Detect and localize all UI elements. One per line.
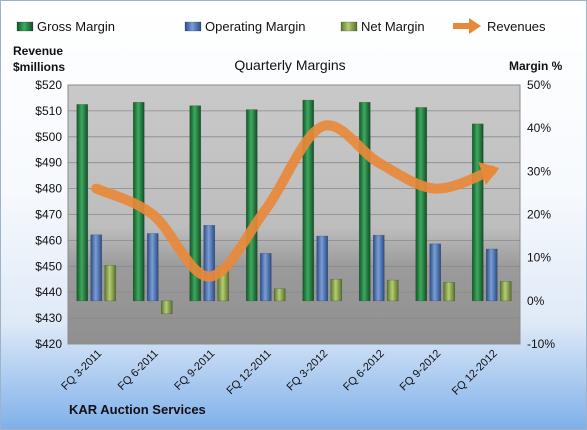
- x-tick-label: FQ 3-2012: [285, 348, 331, 394]
- y-left-tick-label: $420: [35, 337, 62, 351]
- y-left-axis-label-line1: Revenue: [13, 44, 63, 58]
- x-tick-label: FQ 6-2011: [116, 348, 161, 393]
- operating-margin-bar: [372, 234, 385, 302]
- legend-gross-margin-swatch: [16, 21, 34, 32]
- y-left-tick-label: $480: [35, 182, 62, 196]
- x-tick-label: FQ 12-2011: [224, 348, 273, 397]
- y-right-tick-label: 50%: [527, 78, 551, 92]
- y-right-tick-label: 40%: [527, 121, 551, 135]
- net-margin-bar: [499, 281, 512, 302]
- y-left-axis-label-line2: $millions: [13, 60, 65, 74]
- operating-margin-bar: [146, 233, 159, 302]
- net-margin-bar: [330, 278, 343, 302]
- operating-margin-bar: [485, 248, 498, 302]
- gross-margin-bar: [189, 105, 202, 302]
- net-margin-bar: [104, 265, 117, 302]
- y-left-tick-label: $470: [35, 208, 62, 222]
- gross-margin-bar: [415, 107, 428, 302]
- net-margin-bar: [273, 288, 286, 302]
- gross-margin-bar: [358, 101, 371, 302]
- operating-margin-bar: [90, 234, 103, 302]
- x-tick-label: FQ 9-2012: [398, 348, 444, 394]
- x-tick-label: FQ 3-2011: [59, 348, 104, 393]
- legend-revenues-label: Revenues: [487, 19, 546, 34]
- legend-gross-margin-label: Gross Margin: [37, 19, 115, 34]
- y-right-tick-label: 0%: [527, 294, 545, 308]
- x-tick-label: FQ 9-2011: [172, 348, 217, 393]
- legend-operating-margin-label: Operating Margin: [205, 19, 305, 34]
- chart-title: Quarterly Margins: [234, 57, 345, 73]
- chart-footer: KAR Auction Services: [69, 402, 206, 417]
- x-tick-label: FQ 12-2012: [450, 348, 500, 398]
- legend-net-margin-swatch: [340, 21, 358, 32]
- y-right-tick-label: 20%: [527, 208, 551, 222]
- x-tick-label: FQ 6-2012: [341, 348, 387, 394]
- y-right-tick-label: 30%: [527, 164, 551, 178]
- gross-margin-bar: [302, 99, 315, 302]
- y-right-axis-label: Margin %: [509, 59, 563, 73]
- y-left-tick-label: $430: [35, 311, 62, 325]
- gross-margin-bar: [245, 109, 258, 302]
- y-right-tick-label: 10%: [527, 251, 551, 265]
- operating-margin-bar: [203, 224, 216, 302]
- y-left-tick-label: $500: [35, 130, 62, 144]
- y-right-tick-label: -10%: [527, 337, 555, 351]
- y-left-tick-label: $510: [35, 104, 62, 118]
- legend-net-margin-label: Net Margin: [361, 19, 425, 34]
- operating-margin-bar: [259, 253, 272, 302]
- net-margin-bar: [443, 281, 456, 302]
- revenues-line: [91, 120, 497, 282]
- y-left-tick-label: $440: [35, 285, 62, 299]
- revenues-arrowhead: [478, 162, 500, 185]
- net-margin-bar: [386, 279, 399, 302]
- gross-margin-bar: [471, 123, 484, 302]
- y-left-tick-label: $520: [35, 78, 62, 92]
- y-left-tick-label: $490: [35, 156, 62, 170]
- legend-operating-margin-swatch: [184, 21, 202, 32]
- operating-margin-bar: [429, 243, 442, 302]
- operating-margin-bar: [316, 235, 329, 302]
- gross-margin-bar: [76, 104, 89, 302]
- y-left-tick-label: $450: [35, 259, 62, 273]
- legend-revenues-arrowhead: [469, 18, 481, 34]
- y-left-tick-label: $460: [35, 233, 62, 247]
- net-margin-bar: [160, 300, 173, 315]
